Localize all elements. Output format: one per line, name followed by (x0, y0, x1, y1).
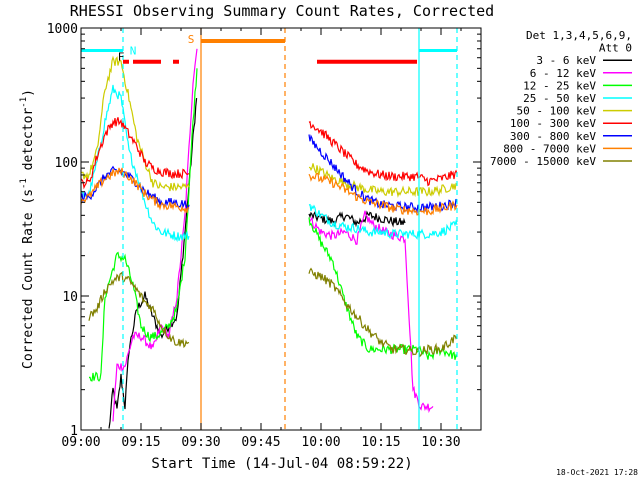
x-tick-label-5: 10:15 (361, 435, 400, 450)
legend-label-1: 6 - 12 keV (530, 67, 597, 80)
series-4 (80, 55, 458, 198)
y-tick-label-0: 1 (70, 424, 78, 439)
x-tick-label-2: 09:30 (181, 435, 220, 450)
chart-title: RHESSI Observing Summary Count Rates, Co… (70, 2, 494, 20)
legend-label-7: 800 - 7000 keV (503, 142, 596, 155)
x-tick-label-0: 09:00 (61, 435, 100, 450)
series-line-3-1 (308, 203, 458, 240)
x-axis-label: Start Time (14-Jul-04 08:59:22) (151, 456, 412, 472)
legend-label-0: 3 - 6 keV (536, 54, 596, 67)
y-axis-label-part2: detector (21, 108, 36, 179)
series-line-5-0 (80, 117, 190, 190)
y-axis-label-sup2: -1 (19, 97, 29, 108)
y-axis-label: Corrected Count Rate (s-1 detector-1) (19, 89, 36, 369)
series-1 (112, 48, 434, 422)
series-line-2-0 (89, 68, 198, 382)
series-line-4-0 (80, 55, 190, 192)
series-5 (80, 117, 458, 190)
series-line-7-1 (308, 172, 458, 216)
y-tick-label-3: 1000 (47, 22, 78, 37)
legend-label-2: 12 - 25 keV (523, 79, 596, 92)
series-line-1-0 (112, 48, 198, 422)
legend-label-3: 25 - 50 keV (523, 92, 596, 105)
flare-label: F (118, 51, 125, 64)
x-tick-label-6: 10:30 (421, 435, 460, 450)
legend-title-0: Det 1,3,4,5,6,9, (526, 29, 632, 42)
series-8 (88, 267, 458, 358)
legend-label-5: 100 - 300 keV (510, 117, 596, 130)
x-tick-label-4: 10:00 (301, 435, 340, 450)
series-line-0-1 (308, 210, 406, 228)
series-line-3-0 (80, 84, 190, 243)
series-line-4-1 (308, 163, 458, 198)
legend-title-1: Att 0 (599, 42, 632, 55)
series-2 (89, 68, 458, 382)
night-label: N (130, 44, 137, 57)
y-axis-label-part1: Corrected Count Rate (s (21, 189, 36, 369)
y-axis-label-part3: ) (21, 89, 36, 97)
plot-data-layer (80, 48, 458, 429)
series-line-5-1 (308, 120, 458, 187)
series-line-1-1 (308, 210, 434, 414)
axes-layer: 09:00 09:15 09:30 09:45 10:00 10:15 10:30 1 10 10… (47, 22, 482, 450)
saa-label: S (188, 33, 195, 46)
series-line-8-0 (88, 271, 190, 349)
plot-frame (80, 27, 482, 431)
series-3 (80, 84, 458, 243)
x-tick-label-1: 09:15 (121, 435, 160, 450)
legend-label-6: 300 - 800 keV (510, 130, 596, 143)
series-line-6-1 (308, 134, 458, 214)
series-0 (108, 98, 406, 429)
plot-markers-layer: F N S (81, 28, 458, 430)
y-tick-label-1: 10 (62, 290, 78, 305)
legend-label-4: 50 - 100 keV (517, 105, 597, 118)
legend-label-8: 7000 - 15000 keV (490, 155, 596, 168)
x-tick-label-3: 09:45 (241, 435, 280, 450)
series-7 (80, 167, 458, 216)
series-line-7-0 (80, 167, 190, 214)
series-line-0-0 (108, 98, 198, 429)
footer-date: 18-Oct-2021 17:28 (556, 468, 638, 477)
y-axis-label-sup1: -1 (19, 178, 29, 189)
y-tick-label-2: 100 (55, 156, 78, 171)
series-line-8-1 (308, 267, 458, 358)
